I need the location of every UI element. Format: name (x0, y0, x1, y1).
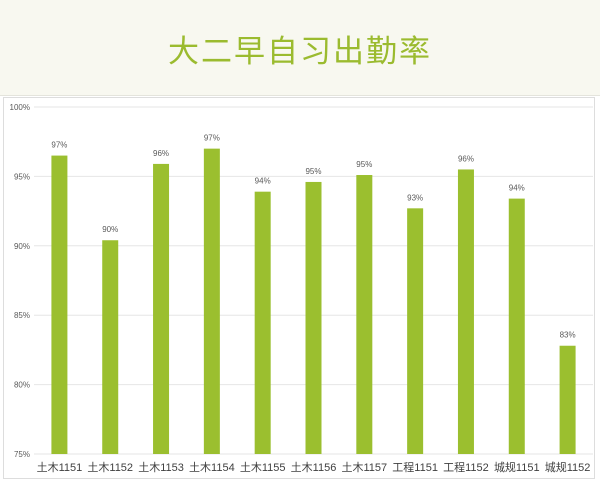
chart-area: 75% 80% 85% 90% 95% 100% 97% 土木1151 90% 土木1152 96%… (3, 97, 595, 479)
chart-title: 大二早自习出勤率 (168, 34, 432, 70)
x-tick-label: 土木1155 (240, 461, 286, 474)
data-label: 94% (509, 184, 525, 193)
y-tick-label: 90% (14, 242, 30, 251)
data-label: 96% (458, 154, 474, 163)
bar (305, 181, 322, 454)
x-tick-label: 土木1152 (87, 461, 133, 474)
y-tick-label: 100% (10, 103, 30, 112)
x-tick-label: 城规1152 (545, 460, 591, 474)
x-tick-label: 土木1156 (291, 461, 337, 474)
x-tick-label: 土木1157 (341, 461, 387, 474)
bar (559, 345, 576, 454)
bar (508, 198, 525, 454)
bar (153, 163, 170, 454)
y-tick-label: 95% (14, 172, 30, 181)
data-label: 97% (51, 141, 67, 150)
y-tick-label: 75% (14, 450, 30, 459)
bar (407, 208, 424, 454)
bar-chart: 75% 80% 85% 90% 95% 100% 97% 土木1151 90% 土木1152 96%… (10, 103, 593, 474)
data-label: 96% (153, 149, 169, 158)
y-tick-label: 80% (14, 381, 30, 390)
bar (203, 148, 220, 454)
bar (254, 191, 271, 454)
data-label: 95% (356, 160, 372, 169)
data-label: 90% (102, 225, 118, 234)
data-label: 95% (305, 167, 321, 176)
x-tick-label: 土木1154 (189, 461, 235, 474)
bar (457, 169, 474, 454)
x-tick-label: 城规1151 (494, 460, 540, 474)
bar (356, 175, 373, 454)
x-tick-label: 工程1151 (392, 461, 438, 474)
y-tick-label: 85% (14, 311, 30, 320)
x-tick-label: 工程1152 (443, 461, 489, 474)
data-label: 83% (560, 331, 576, 340)
bar (102, 240, 119, 454)
x-tick-label: 土木1153 (138, 461, 184, 474)
data-label: 94% (255, 177, 271, 186)
chart-header: 大二早自习出勤率 (0, 0, 600, 96)
data-label: 93% (407, 193, 423, 202)
bar (51, 155, 68, 454)
x-tick-label: 土木1151 (37, 461, 83, 474)
data-label: 97% (204, 134, 220, 143)
